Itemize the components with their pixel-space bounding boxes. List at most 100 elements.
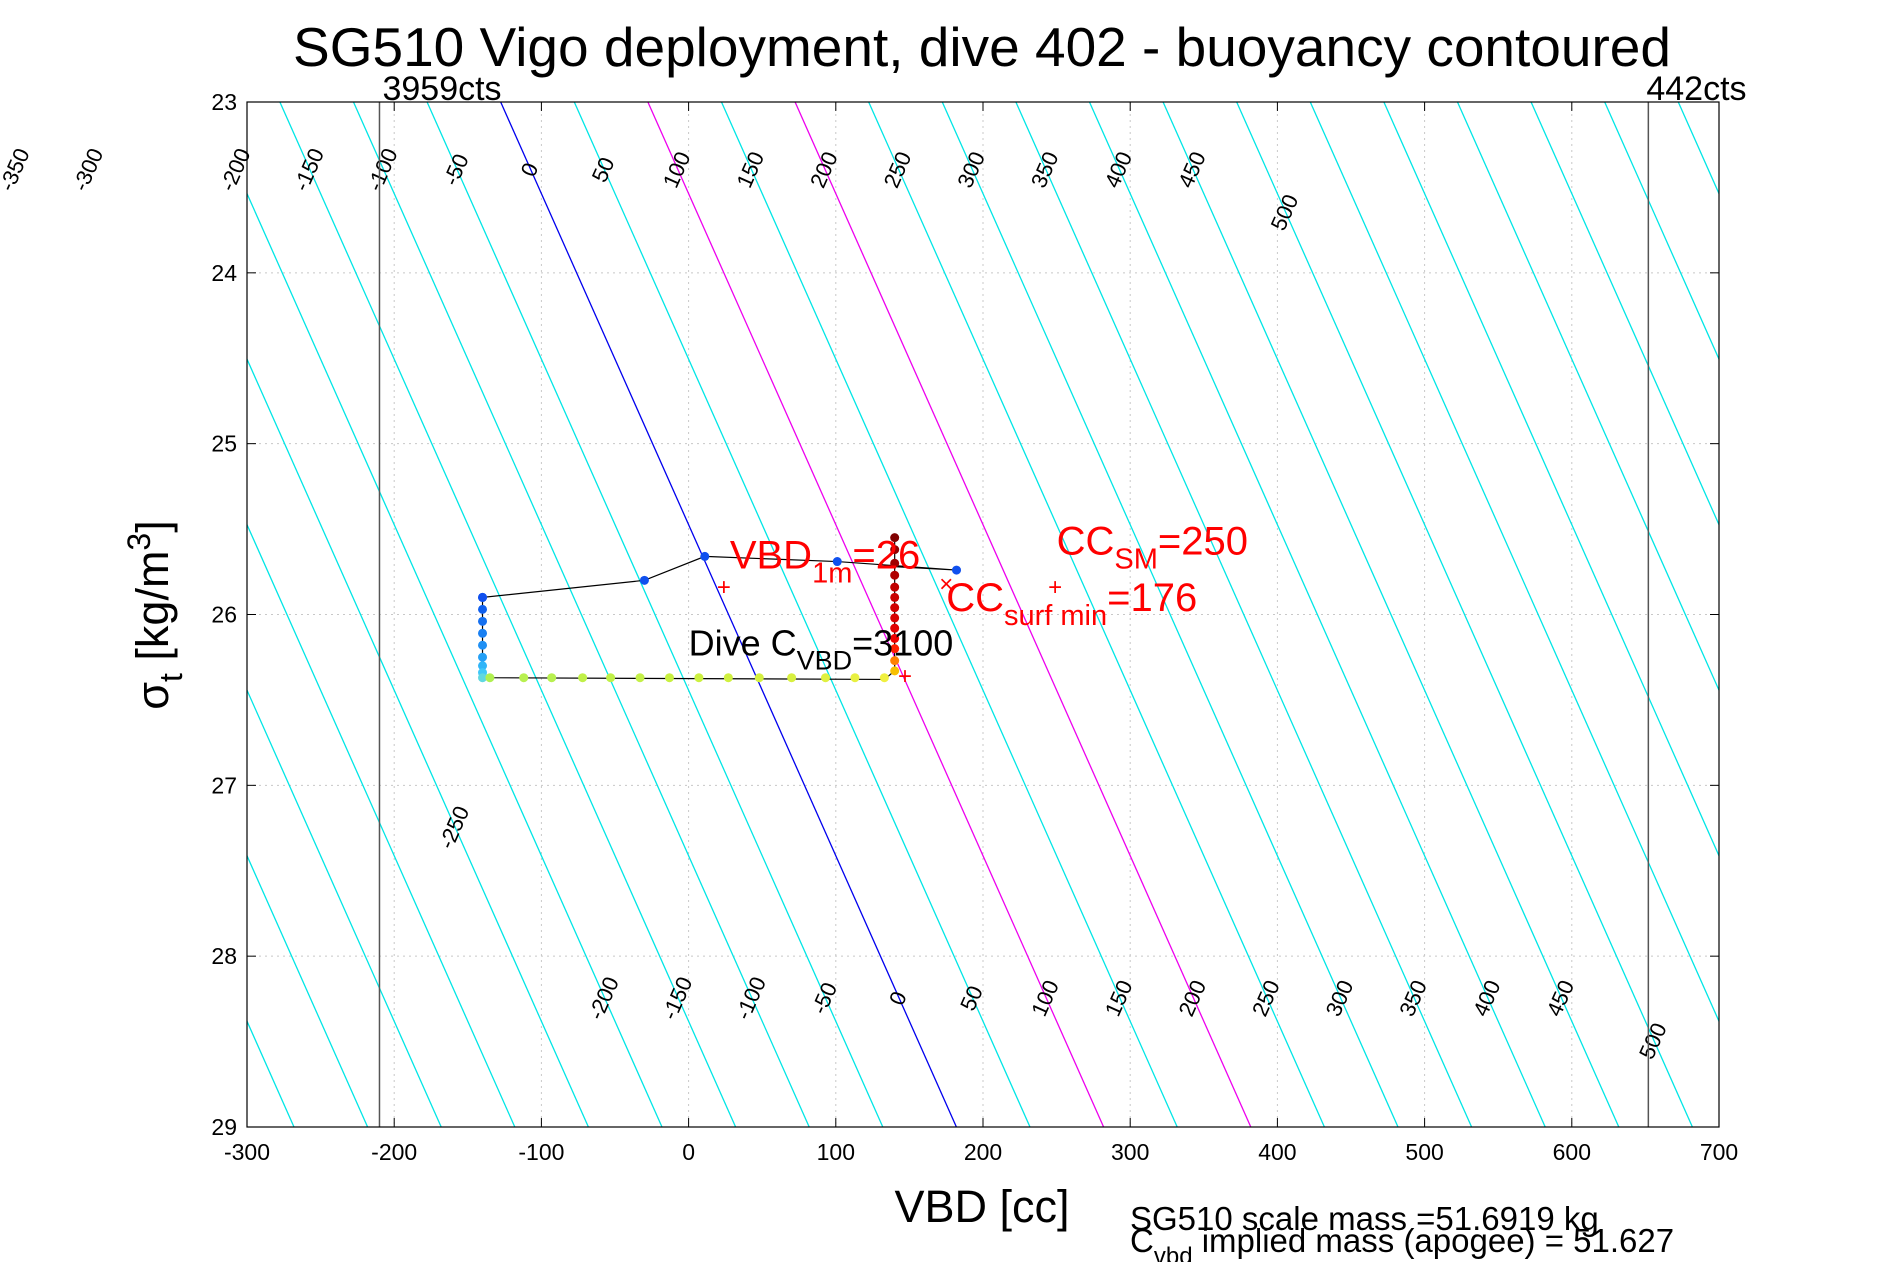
data-point (890, 545, 900, 555)
tick-labels: -300 -200 -100 0 100 200 300 400 500 600 700 23 24 25… (211, 89, 1738, 1165)
data-point (694, 673, 704, 683)
contour-line (1604, 102, 1719, 361)
data-point (787, 673, 797, 683)
contour-line (247, 688, 442, 1127)
data-point (890, 666, 900, 676)
data-point (890, 582, 900, 592)
data-point (547, 673, 557, 683)
contour-line (1088, 102, 1546, 1127)
y-axis-label-units-end: ] (127, 520, 178, 533)
contour-line (247, 523, 516, 1127)
y-tick-label: 23 (211, 89, 237, 115)
data-point (485, 673, 495, 683)
annotation-vbd-1m-main: VBD (730, 533, 812, 577)
data-point (578, 673, 588, 683)
contour-line (941, 102, 1399, 1127)
contour-line (1456, 102, 1719, 692)
data-point (890, 558, 900, 568)
y-axis-label-sub: t (153, 673, 189, 682)
y-tick-label: 24 (211, 260, 237, 286)
footer-implied-mass-value: implied mass (apogee) = 51.627 (1193, 1222, 1675, 1259)
contour-line (247, 191, 663, 1127)
data-point (478, 592, 488, 602)
footer-implied-mass: Cvbd implied mass (apogee) = 51.627 (1130, 1222, 1674, 1262)
contour-line (1530, 102, 1719, 527)
contour-line (1309, 102, 1719, 1023)
data-point (639, 575, 649, 585)
contour-line (426, 102, 884, 1127)
data-point (478, 673, 488, 683)
data-point (478, 604, 488, 614)
x-tick-label: 600 (1553, 1139, 1591, 1165)
footer-scale-mass: SG510 scale mass =51.6919 kg (1130, 1200, 1599, 1237)
contour-line (1236, 102, 1694, 1127)
x-tick-label: 700 (1700, 1139, 1738, 1165)
data-point (519, 673, 529, 683)
contour-line (279, 102, 737, 1127)
annotation-vbd-1m-value: =26 (852, 533, 920, 577)
x-axis-label: VBD [cc] (894, 1181, 1069, 1232)
y-tick-label: 27 (211, 772, 237, 798)
annotation-marker: + (898, 663, 912, 690)
y-axis-label-symbol: σ (127, 682, 178, 710)
data-point (606, 673, 616, 683)
annotation-dive-cvbd-sub: VBD (797, 646, 853, 676)
dive-series (478, 533, 962, 683)
data-point (754, 673, 764, 683)
contour-line (647, 102, 1105, 1127)
data-point (890, 613, 900, 623)
data-point (890, 603, 900, 613)
annotation-cc-sm: CCSM=250 (1057, 520, 1248, 576)
contour-line (352, 102, 810, 1127)
data-point (478, 640, 488, 650)
contour-line (868, 102, 1326, 1127)
data-point (478, 628, 488, 638)
data-point (879, 673, 889, 683)
x-tick-label: -200 (371, 1139, 417, 1165)
data-point (890, 570, 900, 580)
annotation-vbd-1m-sub: 1m (812, 557, 852, 589)
contour-line (1015, 102, 1473, 1127)
contour-line (247, 357, 590, 1127)
annotation-cc-surf-min-value: =176 (1107, 576, 1197, 620)
contour-line (1383, 102, 1719, 858)
data-point (890, 656, 900, 666)
annotation-cc-surf-min-main: CC (946, 576, 1004, 620)
data-point (723, 673, 733, 683)
data-point (890, 644, 900, 654)
annotation-vbd-1m: VBD1m=26 (730, 533, 920, 589)
footer-implied-mass-main: C (1130, 1222, 1154, 1259)
contour-line (794, 102, 1252, 1127)
y-axis-label-units-sup: 3 (121, 533, 157, 551)
data-point (820, 673, 830, 683)
buoyancy-contours (247, 102, 1719, 1127)
data-point (832, 557, 842, 567)
x-tick-label: 100 (817, 1139, 855, 1165)
chart-title: SG510 Vigo deployment, dive 402 - buoyan… (293, 16, 1671, 78)
annotation-marker: + (1048, 574, 1062, 601)
annotation-marker: + (717, 574, 731, 601)
contour-line (573, 102, 1031, 1127)
x-tick-label: 0 (682, 1139, 695, 1165)
annotation-cc-sm-main: CC (1057, 520, 1115, 564)
annotation-dive-cvbd-main: Dive C (689, 623, 797, 664)
x-tick-label: -100 (518, 1139, 564, 1165)
contour-line (720, 102, 1178, 1127)
y-axis-label: σt [kg/m3] (121, 520, 189, 710)
contour-line (247, 854, 369, 1127)
data-point (890, 533, 900, 543)
x-tick-label: 500 (1405, 1139, 1443, 1165)
annotation-marker: × (939, 571, 953, 598)
x-tick-label: -300 (224, 1139, 270, 1165)
y-tick-label: 26 (211, 602, 237, 628)
data-point (890, 592, 900, 602)
data-point (850, 673, 860, 683)
annotation-cc-sm-value: =250 (1158, 520, 1248, 564)
data-point (952, 565, 962, 575)
annotation-dive-cvbd-value: =3100 (852, 623, 953, 664)
contour-line (1162, 102, 1620, 1127)
contour-line (500, 102, 958, 1127)
data-point (478, 616, 488, 626)
